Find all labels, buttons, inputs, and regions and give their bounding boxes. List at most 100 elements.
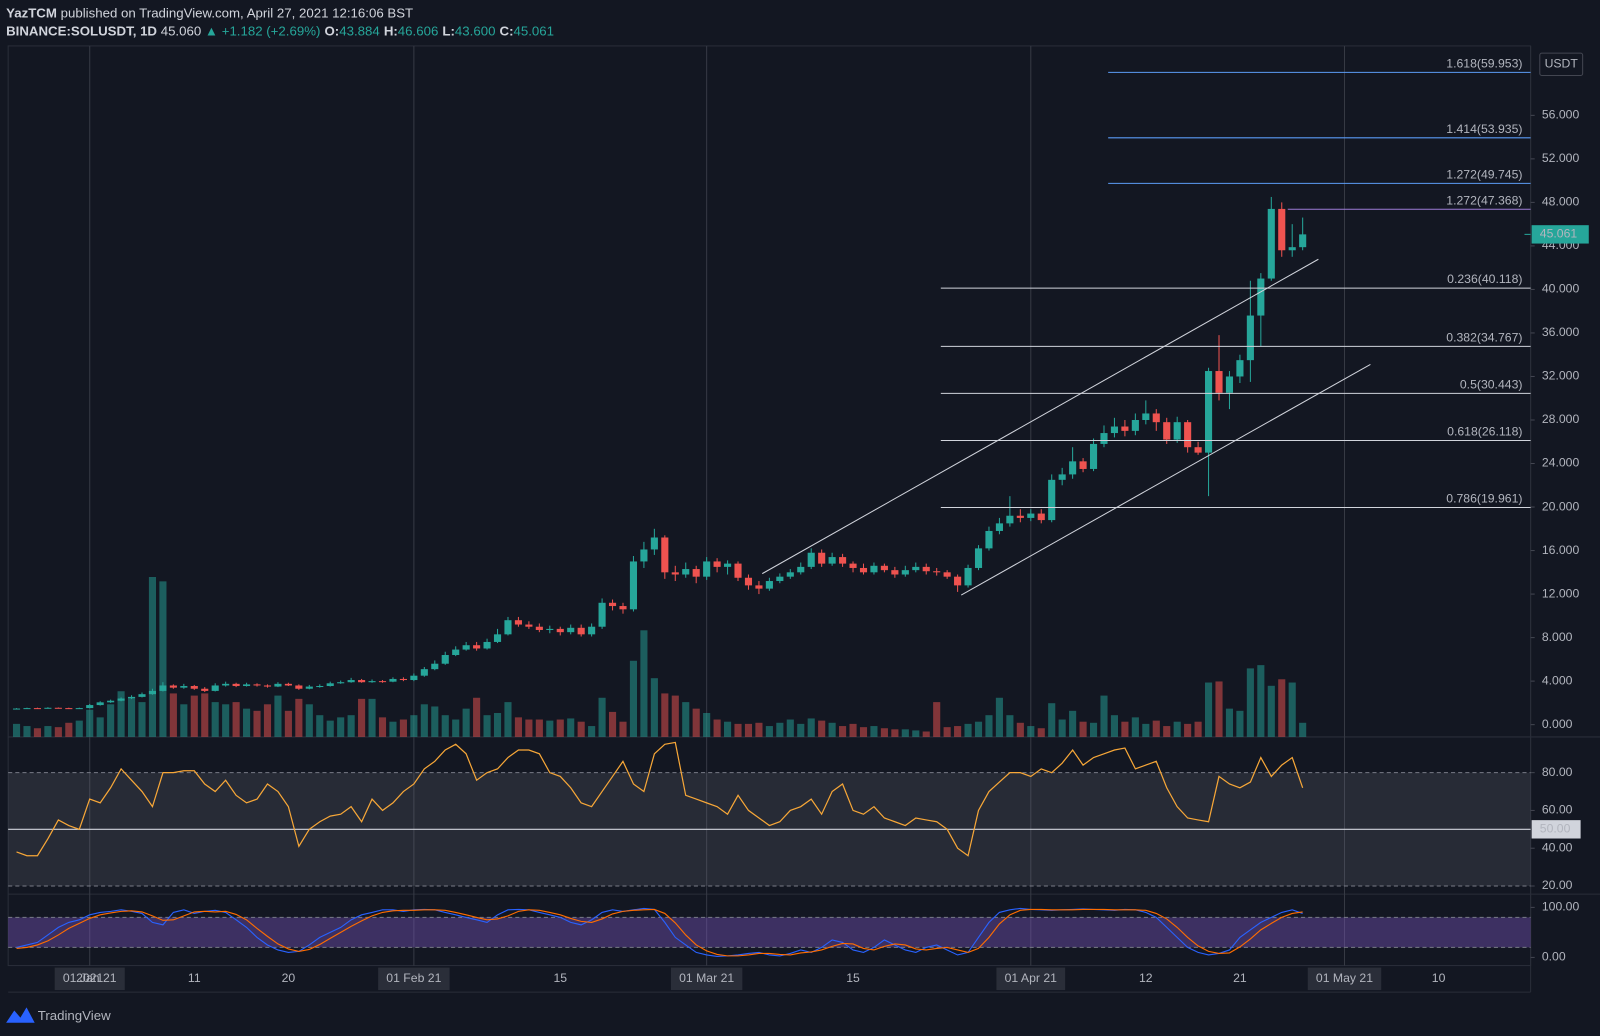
volume-bar: [159, 581, 167, 737]
candle-body: [169, 685, 177, 688]
volume-bar: [493, 713, 502, 737]
publisher: YazTCM: [6, 5, 57, 20]
ohlc-value: 45.061: [514, 23, 555, 38]
grid: [89, 45, 1345, 966]
rsi-tick-label: 60.00: [1542, 803, 1573, 817]
candle-body: [420, 669, 428, 676]
price: 45.060: [161, 23, 202, 38]
candle-body: [567, 627, 575, 633]
unit-box: [1539, 52, 1584, 77]
candle-body: [305, 686, 313, 689]
volume-bar: [107, 704, 115, 737]
candle-body: [713, 561, 721, 567]
volume-bar: [661, 693, 669, 737]
volume-bar: [588, 726, 596, 737]
volume-bar: [1089, 722, 1098, 737]
symbol-line: BINANCE:SOLUSDT, 1D 45.060 ▲ +1.182 (+2.…: [6, 23, 554, 38]
volume-bar: [839, 726, 847, 737]
volume-bar: [358, 698, 366, 737]
fib-label: 1.414(53.935): [1446, 122, 1522, 136]
volume-bar: [776, 722, 784, 737]
y-tick-label: 8.000: [1542, 630, 1573, 644]
volume-bar: [23, 726, 31, 737]
rsi-tick-label: 40.00: [1542, 840, 1573, 854]
last-price-tag: [1531, 225, 1589, 244]
candle-body: [525, 624, 533, 627]
candle-body: [1016, 515, 1024, 518]
volume-bar: [452, 719, 460, 737]
candle-body: [159, 685, 167, 691]
volume-bar: [1048, 703, 1056, 737]
trend-line: [761, 258, 1319, 575]
candle-body: [54, 707, 62, 709]
volume-bar: [1110, 715, 1119, 737]
fib-label: 1.272(47.368): [1446, 193, 1522, 207]
y-tick-label: 16.000: [1542, 543, 1580, 557]
candle-body: [556, 628, 564, 633]
candle-body: [734, 563, 742, 578]
volume-bar: [765, 726, 773, 737]
volume-bar: [525, 719, 533, 737]
candle-body: [12, 708, 21, 710]
volume-bar: [1131, 717, 1139, 737]
volume-bar: [44, 726, 52, 737]
change: ▲ +1.182 (+2.69%): [205, 23, 320, 38]
volume-bar: [284, 710, 292, 737]
volume-bar: [253, 710, 261, 737]
fib-label: 1.618(59.953): [1446, 56, 1522, 70]
candle-body: [922, 566, 930, 572]
volume-bar: [378, 717, 387, 737]
brand-name: TradingView: [38, 1008, 111, 1023]
volume-bar: [1299, 722, 1307, 737]
candle-body: [901, 570, 909, 575]
x-tick-box: [54, 967, 125, 991]
volume-bar: [734, 723, 742, 737]
plot-frame: [7, 45, 1532, 967]
candle-body: [1236, 360, 1244, 377]
volume-bar: [974, 721, 983, 737]
candle-body: [504, 620, 512, 635]
candle-body: [682, 569, 690, 575]
candle-body: [295, 685, 303, 689]
candle-body: [107, 700, 115, 703]
candle-body: [65, 708, 73, 710]
volume-bar: [1267, 685, 1275, 737]
volume-bar: [1142, 723, 1150, 737]
candle-body: [880, 565, 888, 571]
y-tick-label: 52.000: [1542, 151, 1580, 165]
volume-bar: [190, 695, 198, 737]
candle-body: [598, 602, 606, 627]
candle-body: [1142, 413, 1150, 420]
x-tick-label: 15: [846, 971, 860, 985]
symbol: BINANCE:SOLUSDT, 1D: [6, 23, 157, 38]
unit-label: USDT: [1545, 57, 1579, 71]
y-tick-label: 56.000: [1542, 108, 1580, 122]
volume-bar: [755, 722, 763, 737]
candle-body: [629, 561, 638, 610]
volume-bar: [274, 695, 282, 737]
y-tick-label: 0.000: [1542, 717, 1573, 731]
volume-bar: [546, 720, 554, 737]
volume-bar: [169, 693, 177, 737]
volume-bar: [598, 697, 606, 737]
candle-body: [661, 537, 669, 573]
volume-bar: [744, 723, 753, 737]
candle-body: [1205, 371, 1213, 453]
candle-body: [23, 708, 31, 710]
volume-bar: [410, 715, 418, 737]
volume-bar: [232, 702, 240, 737]
volume-bar: [577, 721, 585, 737]
volume-bar: [1163, 726, 1171, 737]
volume-bar: [1037, 728, 1045, 737]
volume-bar: [1236, 710, 1244, 737]
candle-body: [776, 576, 784, 582]
candle-body: [724, 563, 732, 567]
volume-bar: [148, 576, 157, 737]
candle-body: [389, 678, 397, 682]
candle-body: [473, 645, 481, 649]
candle-body: [1131, 419, 1139, 431]
candle-body: [943, 572, 951, 577]
ohlc-value: 46.606: [398, 23, 439, 38]
fib-label: 0.618(26.118): [1447, 425, 1522, 439]
volume-bar: [1152, 720, 1160, 737]
